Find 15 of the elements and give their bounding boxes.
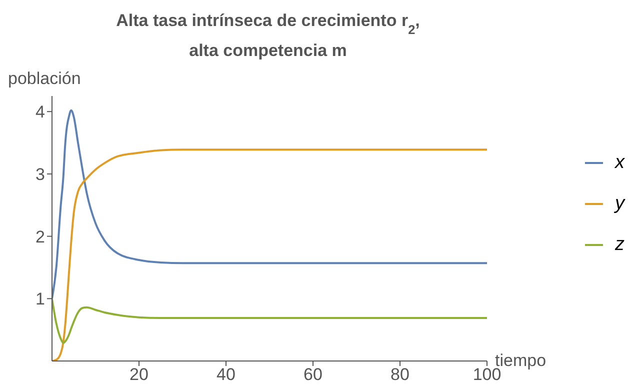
legend-label: x xyxy=(615,152,624,174)
x-tick-label: 20 xyxy=(130,365,148,384)
line-series xyxy=(52,298,487,344)
y-tick-label: 1 xyxy=(36,290,45,309)
y-tick-label: 3 xyxy=(36,164,45,184)
legend-label: z xyxy=(615,234,624,256)
x-tick-label: 60 xyxy=(304,365,322,384)
line-series xyxy=(52,109,487,300)
x-tick-label: 80 xyxy=(390,365,410,384)
legend-label: y xyxy=(615,192,624,214)
x-tick-label: 40 xyxy=(216,365,236,384)
y-tick-label: 4 xyxy=(36,102,45,122)
chart-title: Alta tasa intrínseca de crecimiento r$_{2}$, alta competencia m xyxy=(116,11,420,60)
y-axis-title: población xyxy=(8,69,81,88)
y-tick-label: 2 xyxy=(36,227,45,246)
